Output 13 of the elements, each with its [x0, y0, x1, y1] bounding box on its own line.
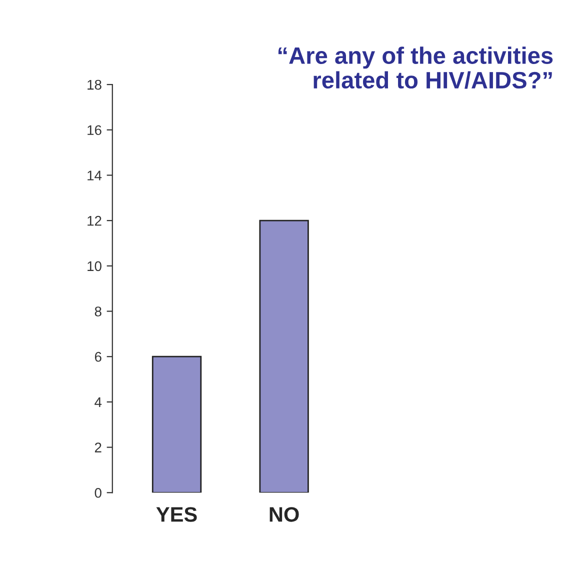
text: “Are any of the activities related to HIV/AIDS?”	[278, 46, 553, 89]
y-tick-label: 0	[94, 488, 102, 498]
y-tick-label: 12	[88, 216, 102, 226]
y-tick-label: 8	[94, 306, 102, 316]
y-tick-label: 10	[88, 261, 102, 272]
y-tick-label: 4	[94, 397, 102, 407]
y-tick-label: 14	[88, 170, 102, 180]
y-tick-label: 6	[94, 352, 102, 362]
y-tick-label: 18	[88, 80, 102, 90]
x-tick-label: NO	[270, 507, 299, 522]
y-tick-label: 2	[94, 442, 102, 452]
y-tick-label: 16	[88, 125, 102, 136]
x-tick-label: YES	[156, 507, 197, 522]
